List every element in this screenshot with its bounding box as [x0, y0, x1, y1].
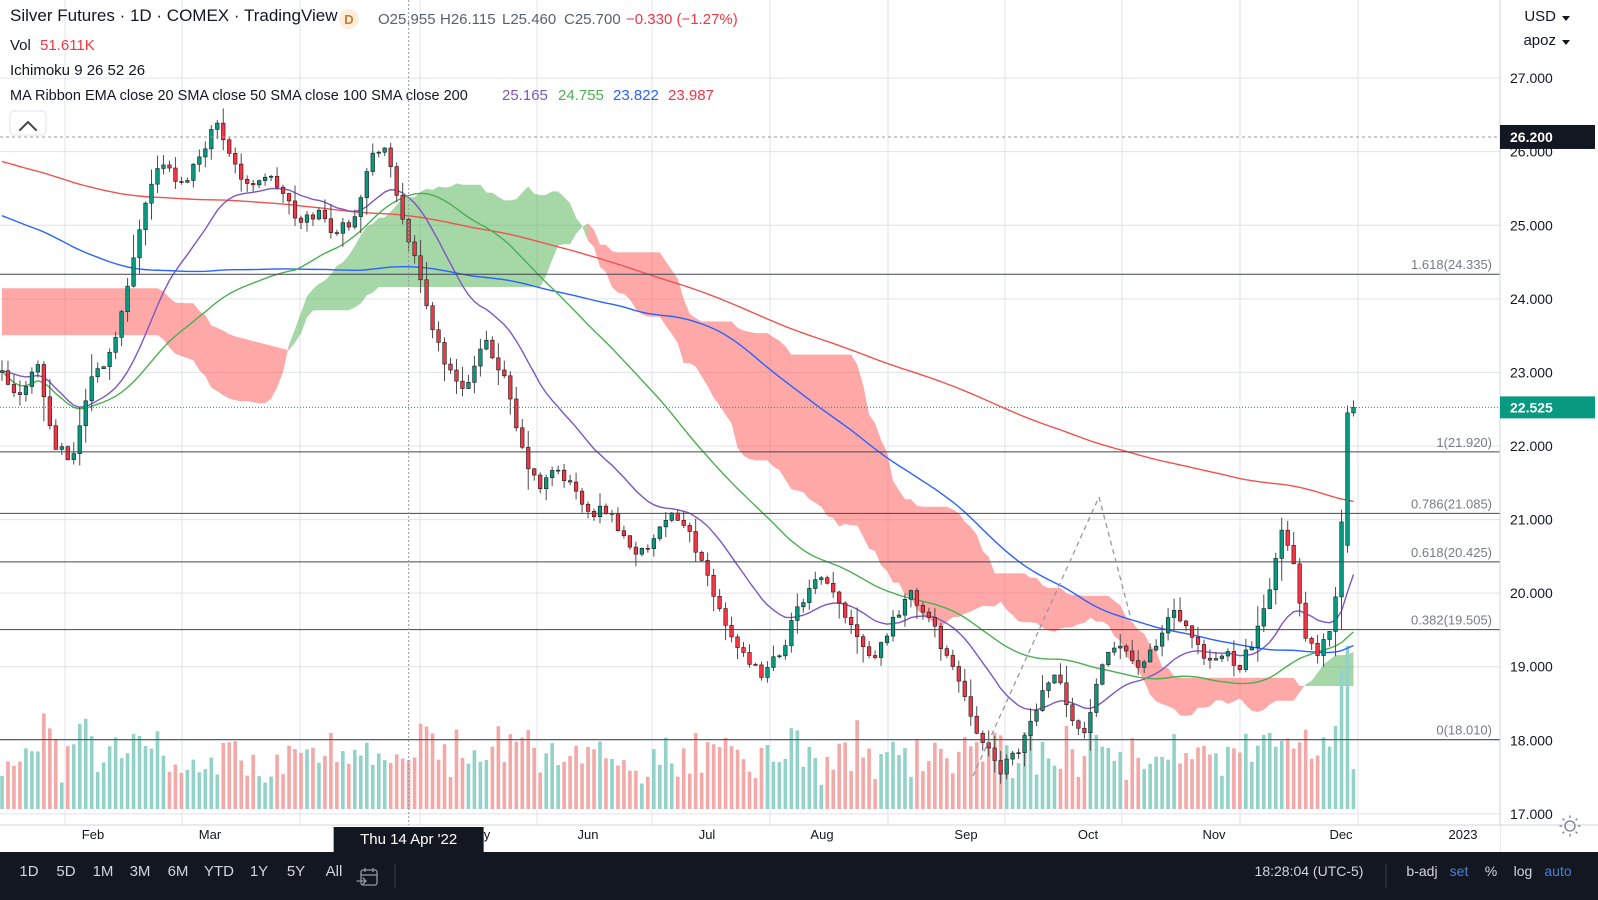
svg-text:0.382(19.505): 0.382(19.505) — [1411, 613, 1492, 628]
svg-text:Ichimoku 9 26 52 26: Ichimoku 9 26 52 26 — [10, 62, 145, 79]
svg-text:Silver Futures · 1D · COMEX ·: Silver Futures · 1D · COMEX · TradingVie… — [10, 6, 338, 25]
svg-text:log: log — [1514, 863, 1533, 879]
svg-text:27.000: 27.000 — [1510, 70, 1553, 86]
svg-text:1Y: 1Y — [250, 863, 268, 880]
svg-text:All: All — [326, 863, 343, 880]
svg-text:23.000: 23.000 — [1510, 364, 1553, 380]
svg-text:Oct: Oct — [1078, 827, 1099, 842]
svg-text:set: set — [1450, 863, 1469, 879]
svg-text:Nov: Nov — [1202, 827, 1226, 842]
svg-text:Jul: Jul — [699, 827, 716, 842]
svg-text:18.000: 18.000 — [1510, 732, 1553, 748]
svg-text:1M: 1M — [93, 863, 114, 880]
svg-text:17.000: 17.000 — [1510, 806, 1553, 822]
svg-text:6M: 6M — [168, 863, 189, 880]
svg-text:0.618(20.425): 0.618(20.425) — [1411, 545, 1492, 560]
svg-text:21.000: 21.000 — [1510, 512, 1553, 528]
svg-text:1.618(24.335): 1.618(24.335) — [1411, 257, 1492, 272]
svg-text:Vol: Vol — [10, 37, 31, 54]
svg-text:2023: 2023 — [1449, 827, 1478, 842]
svg-text:apoz: apoz — [1523, 32, 1556, 49]
svg-text:24.755: 24.755 — [558, 87, 604, 104]
svg-text:3M: 3M — [130, 863, 151, 880]
svg-text:0.786(21.085): 0.786(21.085) — [1411, 496, 1492, 511]
svg-text:auto: auto — [1544, 863, 1571, 879]
svg-text:Jun: Jun — [578, 827, 599, 842]
svg-text:%: % — [1485, 863, 1497, 879]
svg-text:22.000: 22.000 — [1510, 438, 1553, 454]
svg-text:USD: USD — [1524, 8, 1556, 25]
svg-text:18:28:04 (UTC-5): 18:28:04 (UTC-5) — [1255, 863, 1364, 879]
svg-text:1D: 1D — [19, 863, 38, 880]
svg-text:YTD: YTD — [204, 863, 234, 880]
svg-text:Thu 14 Apr '22: Thu 14 Apr '22 — [360, 831, 457, 848]
svg-text:H26.115: H26.115 — [440, 11, 496, 28]
svg-text:25.165: 25.165 — [502, 87, 548, 104]
svg-text:5D: 5D — [56, 863, 75, 880]
svg-text:51.611K: 51.611K — [40, 37, 95, 54]
svg-text:20.000: 20.000 — [1510, 585, 1553, 601]
svg-text:Mar: Mar — [199, 827, 222, 842]
svg-text:Feb: Feb — [82, 827, 104, 842]
svg-text:b-adj: b-adj — [1406, 863, 1437, 879]
svg-text:19.000: 19.000 — [1510, 659, 1553, 675]
svg-text:O25.955: O25.955 — [378, 11, 436, 28]
svg-text:D: D — [344, 12, 353, 27]
svg-text:24.000: 24.000 — [1510, 291, 1553, 307]
svg-text:5Y: 5Y — [287, 863, 305, 880]
svg-text:25.000: 25.000 — [1510, 217, 1553, 233]
svg-text:Aug: Aug — [810, 827, 833, 842]
svg-text:1(21.920): 1(21.920) — [1436, 435, 1492, 450]
svg-text:23.822: 23.822 — [613, 87, 659, 104]
svg-text:22.525: 22.525 — [1510, 399, 1553, 415]
svg-text:C25.700: C25.700 — [564, 11, 621, 28]
svg-text:MA Ribbon EMA close 20 SMA clo: MA Ribbon EMA close 20 SMA close 50 SMA … — [10, 88, 468, 104]
svg-text:−0.330 (−1.27%): −0.330 (−1.27%) — [626, 11, 738, 28]
svg-text:L25.460: L25.460 — [502, 11, 556, 28]
svg-text:Dec: Dec — [1329, 827, 1353, 842]
svg-text:0(18.010): 0(18.010) — [1436, 723, 1492, 738]
svg-text:23.987: 23.987 — [668, 87, 714, 104]
svg-text:Sep: Sep — [954, 827, 977, 842]
svg-text:26.200: 26.200 — [1510, 129, 1553, 145]
